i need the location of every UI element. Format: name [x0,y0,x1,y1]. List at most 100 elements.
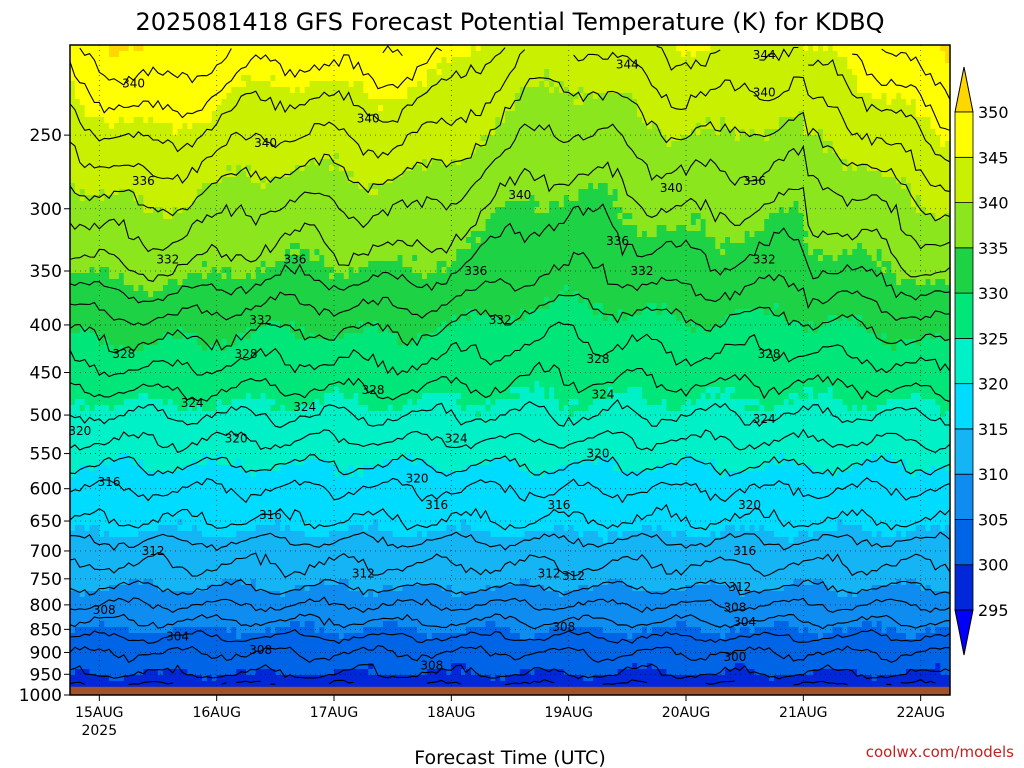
field-cell [275,57,281,64]
field-cell [260,639,267,646]
field-cell [167,627,174,634]
field-cell [167,375,174,382]
field-cell [187,627,193,634]
field-cell [236,321,242,328]
field-cell [89,303,96,310]
field-cell [275,63,281,70]
field-cell [79,555,86,562]
field-cell [211,399,218,406]
field-cell [148,303,154,310]
field-cell [177,291,184,298]
field-cell [197,465,203,472]
field-cell [109,495,115,502]
field-cell [182,357,188,364]
field-cell [177,603,184,610]
field-cell [265,501,272,508]
field-cell [202,507,208,514]
field-cell [246,195,252,202]
field-cell [109,375,115,382]
field-cell [128,639,135,646]
field-cell [236,51,242,58]
field-cell [162,327,169,334]
field-cell [177,249,184,256]
field-cell [211,63,218,70]
field-cell [84,219,91,226]
field-cell [118,573,125,580]
field-cell [202,243,208,250]
field-cell [216,75,223,82]
field-cell [70,279,76,286]
field-cell [104,297,110,304]
field-cell [148,123,154,130]
field-cell [114,603,120,610]
field-cell [123,483,130,490]
field-cell [79,291,86,298]
field-cell [192,663,198,670]
field-cell [94,525,100,532]
field-cell [99,351,105,358]
field-cell [260,237,267,244]
field-cell [79,351,86,358]
field-cell [231,111,237,118]
field-cell [236,681,242,688]
field-cell [94,153,100,160]
field-cell [79,453,86,460]
field-cell [153,171,159,178]
field-cell [280,627,286,634]
field-cell [275,159,281,166]
field-cell [177,171,184,178]
field-cell [143,381,149,388]
field-cell [192,657,198,664]
field-cell [177,627,184,634]
field-cell [118,123,125,130]
field-cell [162,63,169,70]
field-cell [182,279,188,286]
field-cell [153,285,159,292]
field-cell [148,195,154,202]
field-cell [123,669,130,676]
field-cell [206,351,213,358]
field-cell [285,321,291,328]
field-cell [202,63,208,70]
field-cell [226,159,232,166]
field-cell [285,549,291,556]
field-cell [114,183,120,190]
field-cell [70,51,76,58]
field-cell [84,279,91,286]
field-cell [79,573,86,580]
field-cell [143,549,149,556]
field-cell [280,435,286,442]
field-cell [182,189,188,196]
field-cell [265,681,272,688]
field-cell [79,327,86,334]
field-cell [236,159,242,166]
field-cell [153,177,159,184]
field-cell [162,387,169,394]
field-cell [285,459,291,466]
field-cell [153,195,159,202]
field-cell [202,105,208,112]
field-cell [153,327,159,334]
field-cell [99,573,105,580]
field-cell [255,627,262,634]
field-cell [265,135,272,142]
field-cell [231,291,237,298]
field-cell [270,117,276,124]
field-cell [94,261,100,268]
field-cell [138,75,144,82]
field-cell [123,519,130,526]
field-cell [211,519,218,526]
field-cell [99,111,105,118]
field-cell [182,285,188,292]
field-cell [138,327,144,334]
field-cell [206,645,213,652]
field-cell [255,183,262,190]
field-cell [177,591,184,598]
field-cell [236,603,242,610]
field-cell [79,63,86,70]
field-cell [197,183,203,190]
field-cell [148,375,154,382]
field-cell [74,603,81,610]
field-cell [250,423,257,430]
field-cell [84,135,91,142]
